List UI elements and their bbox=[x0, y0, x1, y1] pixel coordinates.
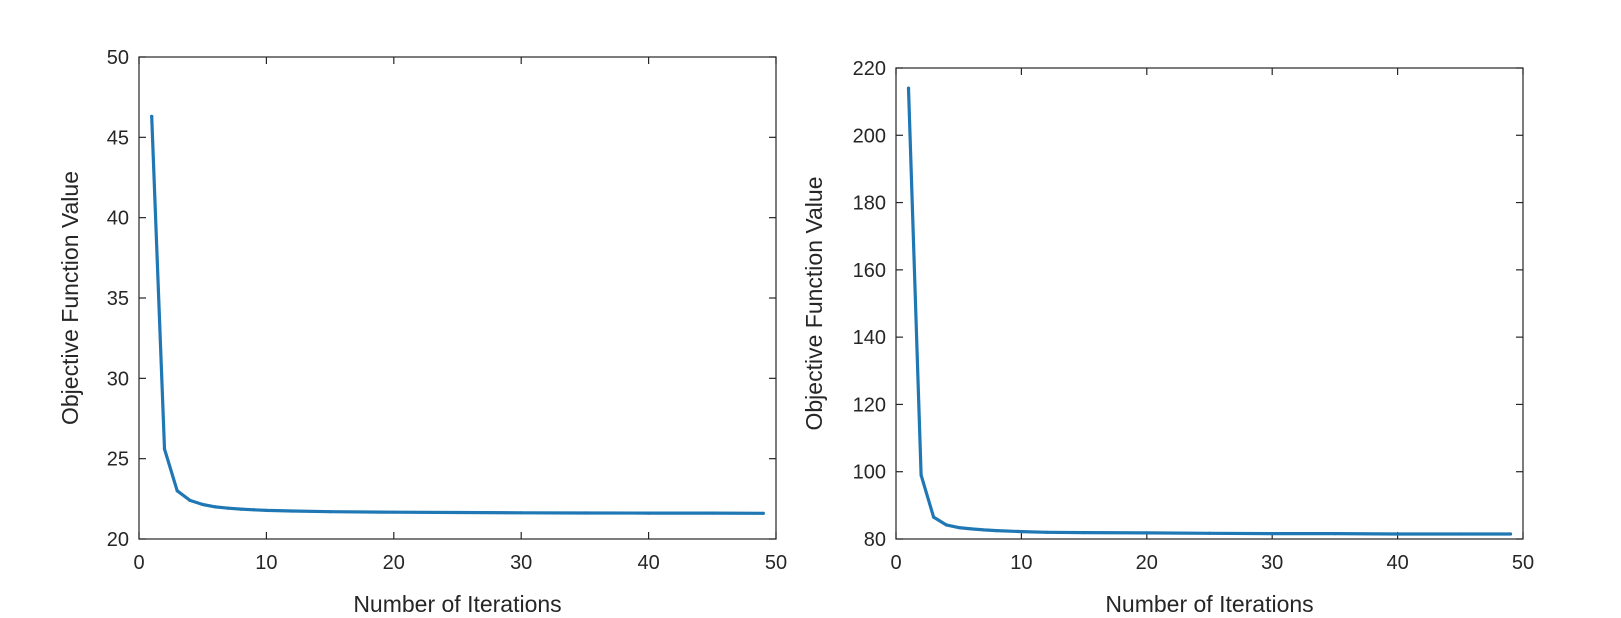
data-point bbox=[226, 506, 230, 510]
chart-1: 0 10 20 30 40 50 20 25 30 35 40 45 50 Number of Itera… bbox=[57, 47, 787, 617]
data-point bbox=[919, 473, 923, 477]
x-tick-label: 40 bbox=[637, 552, 659, 574]
y-tick-label: 40 bbox=[107, 208, 129, 230]
x-axis-label: Number of Iterations bbox=[353, 591, 561, 617]
x-tick-label: 40 bbox=[1386, 552, 1408, 574]
data-point bbox=[239, 507, 243, 511]
chart-2: 0 10 20 30 40 50 80 100 120 140 160 180 200 220 Number… bbox=[801, 58, 1534, 617]
data-point bbox=[761, 511, 765, 515]
data-point bbox=[1019, 529, 1024, 534]
data-point bbox=[519, 511, 523, 515]
y-tick-label: 100 bbox=[853, 462, 886, 484]
y-tick-label: 30 bbox=[107, 368, 129, 390]
data-point bbox=[201, 502, 205, 507]
data-point bbox=[1145, 531, 1149, 535]
data-point bbox=[455, 510, 460, 515]
y-tick-label: 200 bbox=[853, 125, 886, 147]
x-tick-label: 10 bbox=[255, 552, 277, 574]
data-point bbox=[1458, 532, 1462, 536]
data-point bbox=[583, 511, 587, 515]
data-point bbox=[647, 511, 651, 515]
data-point bbox=[392, 510, 396, 514]
data-point bbox=[162, 447, 167, 451]
data-point bbox=[290, 509, 294, 513]
data-point bbox=[150, 114, 154, 119]
data-point bbox=[969, 527, 973, 531]
data-point bbox=[1082, 531, 1086, 535]
data-point bbox=[1508, 532, 1513, 536]
data-point bbox=[213, 505, 218, 509]
y-tick-label: 80 bbox=[864, 529, 886, 551]
data-point bbox=[906, 86, 911, 90]
data-point bbox=[944, 523, 948, 527]
y-tick-label: 25 bbox=[107, 449, 129, 471]
data-point bbox=[1333, 532, 1337, 536]
x-axis-label: Number of Iterations bbox=[1105, 591, 1313, 617]
data-point bbox=[252, 508, 256, 512]
x-tick-label: 30 bbox=[1261, 552, 1283, 574]
x-tick-label: 50 bbox=[1512, 552, 1534, 574]
data-point bbox=[328, 510, 332, 514]
x-tick-label: 50 bbox=[765, 552, 787, 574]
x-tick-label: 10 bbox=[1010, 552, 1032, 574]
data-point bbox=[982, 528, 986, 532]
data-point bbox=[710, 511, 714, 515]
y-tick-label: 160 bbox=[853, 260, 886, 282]
plot-area bbox=[138, 56, 777, 540]
y-tick-label: 35 bbox=[107, 288, 129, 310]
x-tick-label: 0 bbox=[133, 552, 144, 574]
y-tick-label: 20 bbox=[107, 529, 129, 551]
x-tick-label: 30 bbox=[510, 552, 532, 574]
data-point bbox=[1207, 531, 1212, 535]
y-axis-label: Objective Function Value bbox=[57, 171, 83, 425]
data-point bbox=[1396, 532, 1400, 536]
y-tick-label: 180 bbox=[853, 193, 886, 215]
data-point bbox=[188, 498, 192, 503]
data-point bbox=[175, 489, 179, 493]
data-point bbox=[994, 528, 998, 533]
y-tick-label: 140 bbox=[853, 327, 886, 349]
data-point bbox=[1270, 532, 1274, 536]
series-line bbox=[906, 86, 1513, 536]
y-tick-label: 45 bbox=[107, 127, 129, 149]
y-tick-label: 220 bbox=[853, 58, 886, 80]
plot-area bbox=[895, 67, 1524, 540]
data-point bbox=[264, 508, 268, 513]
data-point bbox=[932, 515, 936, 519]
data-point bbox=[1044, 530, 1049, 534]
data-point bbox=[957, 525, 961, 530]
y-tick-label: 50 bbox=[107, 47, 129, 69]
y-tick-label: 120 bbox=[853, 394, 886, 416]
x-tick-label: 0 bbox=[890, 552, 901, 574]
y-axis-label: Objective Function Value bbox=[801, 177, 827, 431]
x-tick-label: 20 bbox=[383, 552, 405, 574]
x-tick-label: 20 bbox=[1136, 552, 1158, 574]
